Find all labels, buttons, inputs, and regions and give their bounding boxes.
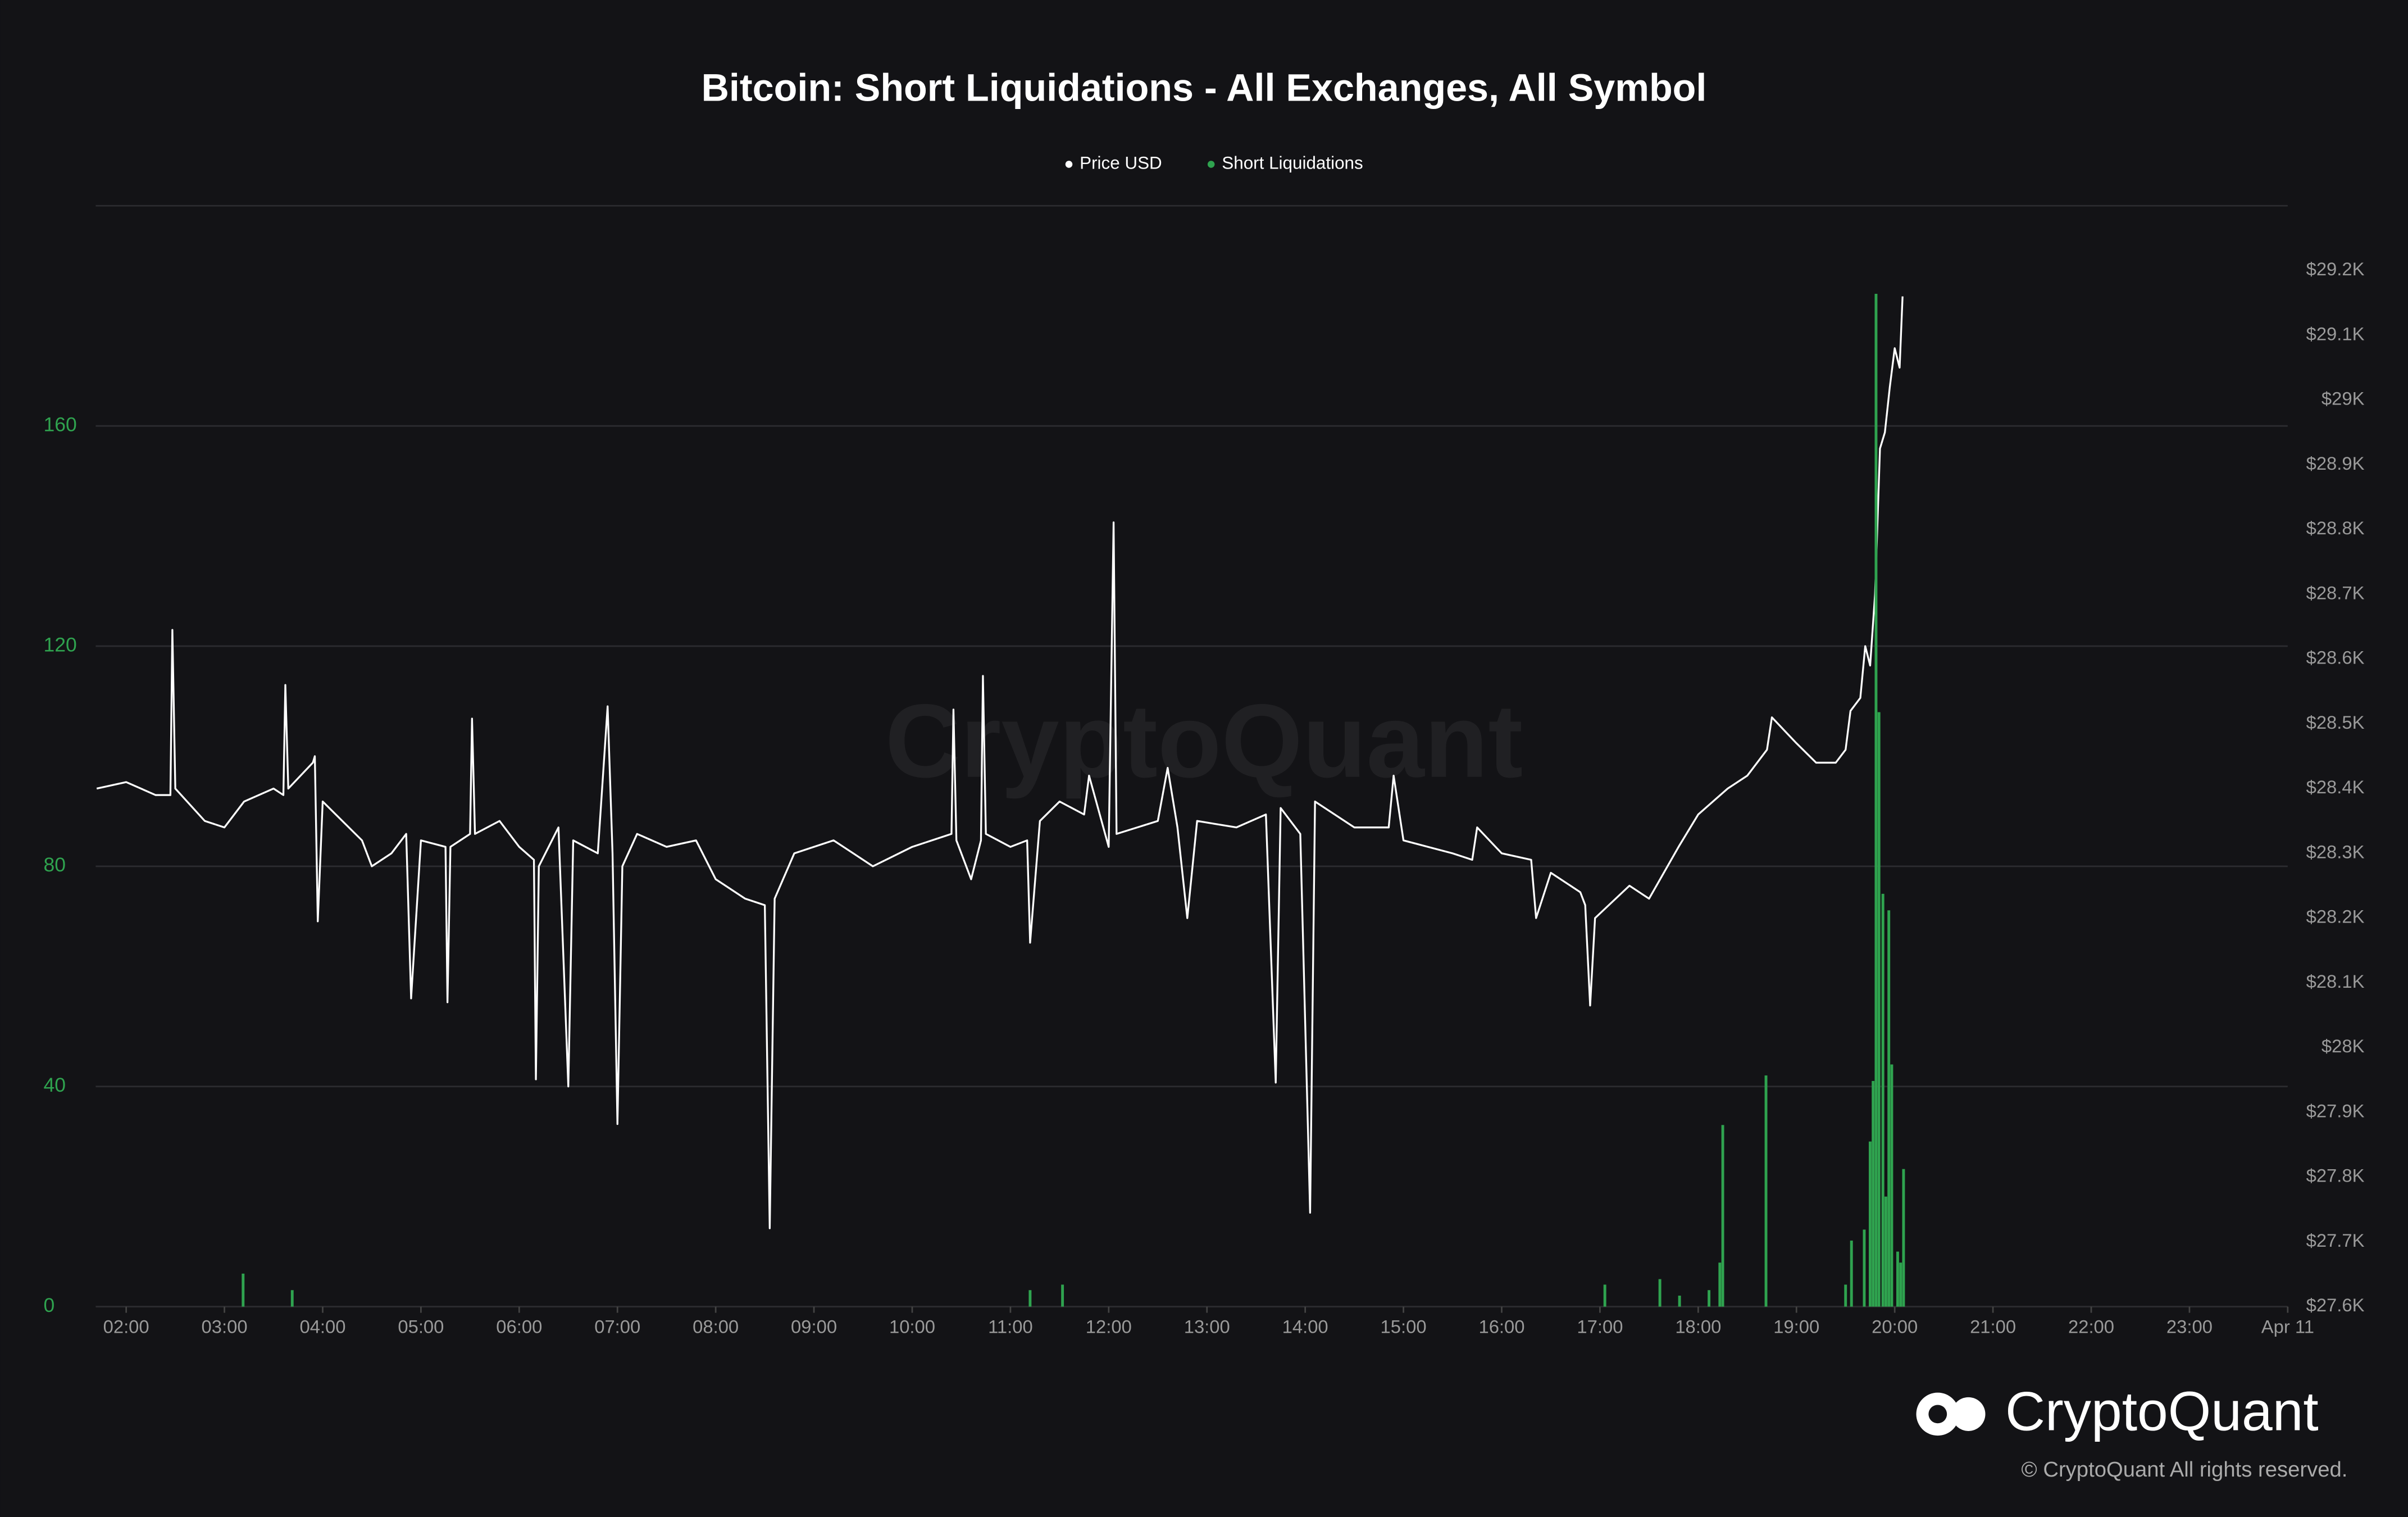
y2-tick-label: $29K [2321,388,2365,409]
liquidation-bar [1884,1196,1887,1307]
liquidation-bar [1028,1290,1032,1307]
legend: Price USD Short Liquidations [1065,153,1363,173]
x-tick-label: 05:00 [398,1316,444,1337]
x-tick-label: 04:00 [299,1316,345,1337]
x-tick-label: 11:00 [988,1316,1033,1337]
y2-tick-label: $28.9K [2306,453,2365,474]
x-tick-label: 15:00 [1381,1316,1427,1337]
liquidation-bar [1721,1125,1724,1307]
liquidation-bar [1850,1241,1853,1307]
y2-tick-label: $28.2K [2306,906,2365,927]
x-tick-label: 07:00 [594,1316,640,1337]
chart-title: Bitcoin: Short Liquidations - All Exchan… [702,66,1707,109]
logo-icon-hole [1928,1405,1947,1424]
x-tick-label: 09:00 [791,1316,837,1337]
liquidation-bar [1603,1284,1606,1307]
liquidation-bar [1877,712,1881,1307]
y2-tick-label: $27.9K [2306,1100,2365,1121]
liquidation-bar [1881,893,1884,1307]
liquidation-bar [1678,1296,1681,1307]
x-tick-label: 12:00 [1086,1316,1132,1337]
liquidation-bar [242,1273,245,1307]
liquidation-bar [1896,1251,1899,1307]
y2-tick-label: $28.8K [2306,517,2365,538]
liquidation-bar [1061,1284,1064,1307]
y2-tick-label: $28K [2321,1035,2365,1056]
x-tick-label: 18:00 [1675,1316,1721,1337]
x-tick-label: 20:00 [1872,1316,1918,1337]
brand: CryptoQuant [2005,1380,2319,1442]
liquidation-bar [1658,1279,1662,1307]
y-tick-label: 80 [44,853,66,876]
liquidation-bar [1708,1290,1711,1307]
x-tick-label: 06:00 [496,1316,542,1337]
legend-label: Short Liquidations [1222,153,1363,173]
x-tick-label: Apr 11 [2261,1316,2314,1337]
logo-icon [1951,1397,1986,1431]
y2-tick-label: $28.1K [2306,971,2365,992]
y2-tick-label: $28.4K [2306,776,2365,797]
price-line [96,296,1904,1229]
x-tick-label: 14:00 [1282,1316,1328,1337]
x-tick-label: 17:00 [1577,1316,1623,1337]
liquidation-bar [1718,1262,1722,1307]
x-tick-label: 22:00 [2068,1316,2114,1337]
y2-tick-label: $28.7K [2306,582,2365,603]
x-tick-label: 16:00 [1478,1316,1524,1337]
y2-tick-label: $28.3K [2306,841,2365,862]
liquidation-bar [1899,1262,1902,1307]
liquidation-bar [1844,1284,1847,1307]
y2-tick-label: $29.2K [2306,258,2365,279]
liquidation-bar [1887,910,1891,1307]
legend-marker [1207,161,1215,168]
x-tick-label: 10:00 [889,1316,935,1337]
y2-tick-label: $27.6K [2306,1295,2365,1315]
liquidation-bar [1874,293,1878,1307]
liquidation-bar [1868,1141,1872,1307]
x-tick-label: 03:00 [202,1316,248,1337]
copyright: © CryptoQuant All rights reserved. [2022,1457,2348,1482]
x-tick-label: 13:00 [1184,1316,1230,1337]
logo [1916,1392,1986,1436]
liquidation-bar [1764,1075,1768,1307]
x-tick-label: 02:00 [103,1316,149,1337]
legend-marker [1065,161,1073,168]
liquidation-bar [290,1290,294,1307]
x-tick-label: 23:00 [2166,1316,2213,1337]
y2-tick-label: $29.1K [2306,323,2365,344]
liquidation-bar [1890,1064,1893,1307]
liquidation-bar [1902,1169,1905,1307]
x-tick-label: 21:00 [1970,1316,2016,1337]
y-tick-label: 0 [44,1294,55,1316]
y-tick-label: 160 [44,413,77,435]
y-tick-label: 40 [44,1074,66,1096]
x-tick-label: 19:00 [1773,1316,1819,1337]
y2-tick-label: $28.6K [2306,647,2365,668]
legend-label: Price USD [1080,153,1162,173]
y-tick-label: 120 [44,633,77,656]
liquidation-bar [1872,1080,1875,1307]
y2-tick-label: $27.8K [2306,1165,2365,1186]
liquidation-bar [1863,1229,1866,1307]
x-tick-label: 08:00 [693,1316,739,1337]
y2-tick-label: $28.5K [2306,712,2365,733]
y2-tick-label: $27.7K [2306,1230,2365,1251]
watermark: CryptoQuant [885,683,1523,800]
